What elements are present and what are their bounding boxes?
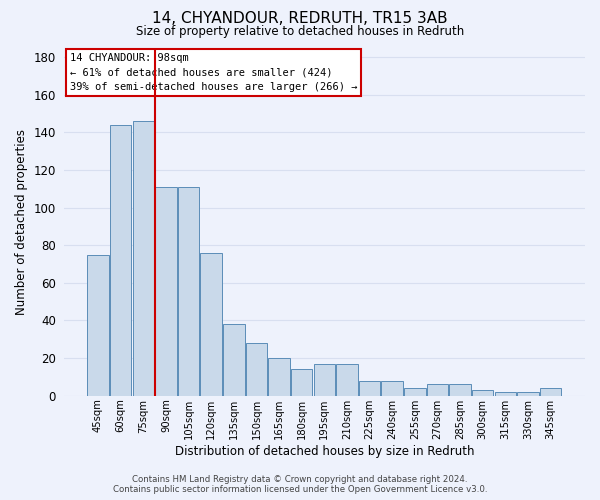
Bar xyxy=(517,392,539,396)
Bar xyxy=(110,124,131,396)
Bar xyxy=(359,380,380,396)
Bar xyxy=(245,343,267,396)
Bar xyxy=(133,121,154,396)
Bar xyxy=(540,388,561,396)
Bar xyxy=(314,364,335,396)
Text: 14, CHYANDOUR, REDRUTH, TR15 3AB: 14, CHYANDOUR, REDRUTH, TR15 3AB xyxy=(152,11,448,26)
Bar xyxy=(223,324,245,396)
Text: 14 CHYANDOUR: 98sqm
← 61% of detached houses are smaller (424)
39% of semi-detac: 14 CHYANDOUR: 98sqm ← 61% of detached ho… xyxy=(70,52,358,92)
Text: Size of property relative to detached houses in Redruth: Size of property relative to detached ho… xyxy=(136,25,464,38)
Bar xyxy=(87,254,109,396)
Bar xyxy=(404,388,425,396)
Bar xyxy=(494,392,516,396)
Bar xyxy=(427,384,448,396)
Bar xyxy=(178,187,199,396)
Y-axis label: Number of detached properties: Number of detached properties xyxy=(15,128,28,314)
Bar xyxy=(449,384,471,396)
Bar xyxy=(200,252,222,396)
Bar xyxy=(291,370,313,396)
Bar xyxy=(155,187,176,396)
Bar xyxy=(336,364,358,396)
Bar xyxy=(268,358,290,396)
X-axis label: Distribution of detached houses by size in Redruth: Distribution of detached houses by size … xyxy=(175,444,474,458)
Bar xyxy=(382,380,403,396)
Bar xyxy=(472,390,493,396)
Text: Contains HM Land Registry data © Crown copyright and database right 2024.
Contai: Contains HM Land Registry data © Crown c… xyxy=(113,474,487,494)
